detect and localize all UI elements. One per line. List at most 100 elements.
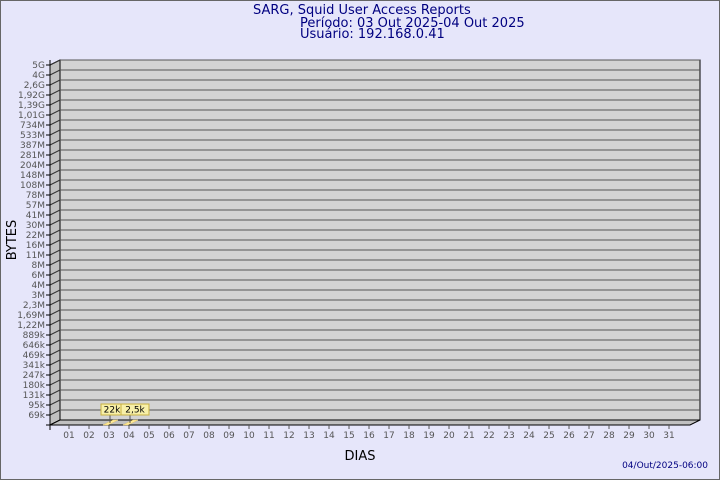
y-tick-label: 57M — [26, 201, 45, 211]
grid-diagonal — [49, 239, 61, 246]
y-tick-label: 1,39G — [18, 101, 45, 111]
x-tick-label: 23 — [503, 431, 514, 441]
grid-diagonal — [49, 249, 61, 256]
x-tick-label: 12 — [283, 431, 294, 441]
y-tick-label: 11M — [26, 251, 45, 261]
x-tick-label: 17 — [383, 431, 394, 441]
y-tick-label: 3M — [32, 291, 46, 301]
y-tick-label: 2,6G — [24, 81, 45, 91]
y-tick-label: 889k — [23, 331, 46, 341]
grid-diagonal — [49, 199, 61, 206]
y-tick-label: 8M — [32, 261, 46, 271]
y-tick-label: 16M — [26, 241, 45, 251]
y-tick-label: 30M — [26, 221, 45, 231]
y-tick-label: 5G — [32, 61, 45, 71]
y-tick-label: 646k — [23, 341, 46, 351]
bar-label-03: 22k — [104, 406, 121, 416]
grid-diagonal — [49, 209, 61, 216]
y-tick-label: 204M — [20, 161, 45, 171]
grid-diagonal — [49, 69, 61, 76]
grid-diagonal — [49, 139, 61, 146]
y-tick-label: 1,22M — [17, 321, 45, 331]
y-tick-label: 6M — [32, 271, 46, 281]
grid-diagonal — [49, 129, 61, 136]
x-tick-label: 26 — [563, 431, 575, 441]
y-tick-label: 2,3M — [23, 301, 45, 311]
y-tick-label: 131k — [23, 391, 46, 401]
y-tick-label: 41M — [26, 211, 45, 221]
x-tick-label: 31 — [663, 431, 674, 441]
grid-diagonal — [49, 59, 61, 66]
grid-diagonal — [49, 219, 61, 226]
y-tick-label: 22M — [26, 231, 45, 241]
grid-diagonal — [49, 149, 61, 156]
x-tick-label: 04 — [123, 431, 135, 441]
x-tick-label: 29 — [623, 431, 635, 441]
grid-diagonal — [49, 229, 61, 236]
grid-diagonal — [49, 169, 61, 176]
grid-diagonal — [49, 189, 61, 196]
grid-diagonal — [49, 379, 61, 386]
y-tick-label: 533M — [20, 131, 45, 141]
x-tick-label: 06 — [163, 431, 175, 441]
x-tick-label: 25 — [543, 431, 554, 441]
grid-diagonal — [49, 259, 61, 266]
grid-diagonal — [49, 349, 61, 356]
x-tick-label: 24 — [523, 431, 535, 441]
chart-user: Usuário: 192.168.0.41 — [300, 27, 445, 42]
grid-diagonal — [49, 99, 61, 106]
y-tick-label: 1,92G — [18, 91, 45, 101]
y-tick-label: 281M — [20, 151, 45, 161]
grid-diagonal — [49, 119, 61, 126]
grid-diagonal — [49, 159, 61, 166]
x-tick-label: 18 — [403, 431, 415, 441]
x-tick-label: 02 — [83, 431, 94, 441]
grid-diagonal — [49, 309, 61, 316]
timestamp: 04/Out/2025-06:00 — [622, 461, 708, 471]
x-tick-label: 05 — [143, 431, 154, 441]
x-tick-label: 08 — [203, 431, 215, 441]
x-tick-label: 16 — [363, 431, 375, 441]
grid-diagonal — [49, 409, 61, 416]
y-tick-label: 1,01G — [18, 111, 45, 121]
y-tick-label: 4M — [32, 281, 46, 291]
x-tick-label: 01 — [63, 431, 74, 441]
y-tick-label: 69k — [28, 411, 45, 421]
x-tick-label: 11 — [263, 431, 274, 441]
grid-diagonal — [49, 369, 61, 376]
chart-title: SARG, Squid User Access Reports — [253, 3, 471, 18]
y-tick-label: 4G — [32, 71, 45, 81]
y-tick-label: 108M — [20, 181, 45, 191]
x-tick-label: 03 — [103, 431, 114, 441]
y-tick-label: 180k — [23, 381, 46, 391]
chart-period: Período: 03 Out 2025-04 Out 2025 — [300, 16, 525, 31]
y-tick-label: 247k — [23, 371, 46, 381]
y-tick-label: 1,69M — [17, 311, 45, 321]
grid-diagonal — [49, 89, 61, 96]
x-axis-title: DIAS — [345, 449, 376, 464]
x-tick-label: 21 — [463, 431, 474, 441]
x-tick-label: 30 — [643, 431, 655, 441]
grid-diagonal — [49, 399, 61, 406]
grid-diagonal — [49, 319, 61, 326]
y-axis-title: BYTES — [5, 220, 20, 261]
x-tick-label: 27 — [583, 431, 594, 441]
y-tick-label: 148M — [20, 171, 45, 181]
grid-diagonal — [49, 109, 61, 116]
grid-diagonal — [49, 289, 61, 296]
x-tick-label: 19 — [423, 431, 435, 441]
grid-diagonal — [49, 269, 61, 276]
x-tick-label: 14 — [323, 431, 335, 441]
x-tick-label: 13 — [303, 431, 314, 441]
grid-diagonal — [49, 339, 61, 346]
floor — [49, 419, 701, 426]
grid-diagonal — [49, 359, 61, 366]
x-tick-label: 07 — [183, 431, 194, 441]
y-tick-label: 78M — [26, 191, 45, 201]
bar-label-box — [120, 403, 150, 416]
grid-diagonal — [49, 329, 61, 336]
x-tick-label: 10 — [243, 431, 255, 441]
x-tick-label: 09 — [223, 431, 235, 441]
grid-diagonal — [49, 299, 61, 306]
